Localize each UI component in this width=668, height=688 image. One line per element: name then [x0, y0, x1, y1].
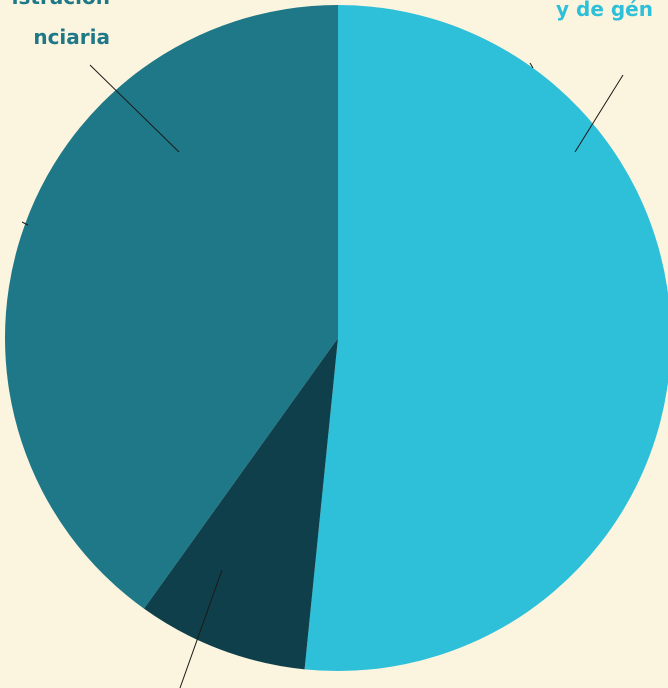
- slice-label: nciaria: [33, 25, 110, 49]
- slice: [304, 5, 668, 671]
- slice-label: y de gén: [556, 0, 653, 21]
- slice: [4, 5, 339, 609]
- leader-tick: [21, 221, 29, 226]
- leader-tick: [529, 62, 534, 69]
- leader-line: [179, 569, 223, 688]
- pie: [4, 5, 668, 671]
- leader-lines: [21, 62, 624, 688]
- slice-label: istración: [12, 0, 110, 9]
- labels: y de gén istración nciaria: [12, 0, 653, 49]
- leader-line: [574, 74, 624, 153]
- slice: [143, 338, 338, 670]
- leader-line: [89, 64, 180, 153]
